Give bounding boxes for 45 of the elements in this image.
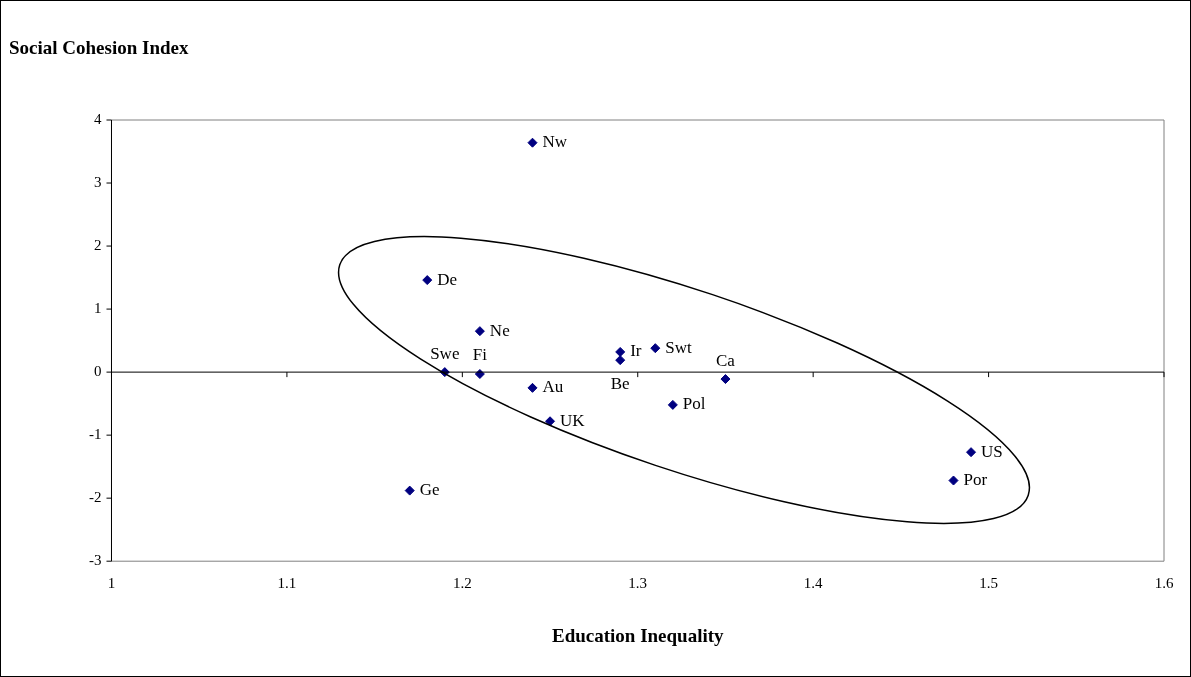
annotation: Ca xyxy=(716,350,736,370)
annotation: UK xyxy=(560,410,586,430)
x-tick-label: 1 xyxy=(107,575,116,592)
x-tick-label: 1.6 xyxy=(1154,575,1174,592)
x-tick-label: 1.1 xyxy=(277,575,297,592)
annotation: Au xyxy=(542,377,564,397)
annotation: Por xyxy=(963,469,988,489)
y-tick-label: 3 xyxy=(94,173,102,190)
y-tick-label: 2 xyxy=(94,236,102,253)
annotation: Ir xyxy=(630,341,642,361)
y-tick-label: 4 xyxy=(94,110,102,127)
point xyxy=(545,416,556,427)
annotation: Swe xyxy=(430,343,460,363)
y-tick-label: 1 xyxy=(94,300,102,317)
y-tick-label: 0 xyxy=(94,363,102,380)
point xyxy=(948,475,959,486)
y-tick-label: -1 xyxy=(89,426,102,443)
point xyxy=(527,382,538,393)
y-tick-label: -3 xyxy=(89,552,102,569)
point xyxy=(404,485,415,496)
annotation: Be xyxy=(610,373,630,393)
x-tick-label: 1.5 xyxy=(979,575,998,592)
annotation: Fi xyxy=(472,345,488,365)
annotation: US xyxy=(981,441,1003,461)
annotation: Swt xyxy=(665,337,693,357)
annotation: Ne xyxy=(489,320,510,340)
point xyxy=(422,275,433,286)
x-tick-label: 1.2 xyxy=(452,575,472,592)
annotation: De xyxy=(437,269,458,289)
point xyxy=(720,374,731,385)
x-tick-label: 1.3 xyxy=(628,575,648,592)
point xyxy=(527,137,538,148)
point xyxy=(615,355,626,366)
point xyxy=(966,447,977,458)
point xyxy=(474,326,485,337)
y-axis-title: Social Cohesion Index xyxy=(9,36,189,58)
annotation: Nw xyxy=(542,132,568,152)
x-tick-label: 1.4 xyxy=(803,575,824,592)
annotation: Ge xyxy=(419,480,440,500)
annotation: Pol xyxy=(682,394,706,414)
y-tick-label: -2 xyxy=(89,489,102,506)
x-axis-title: Education Inequality xyxy=(551,624,725,646)
point xyxy=(650,343,661,354)
point xyxy=(615,346,626,357)
point xyxy=(667,399,678,410)
